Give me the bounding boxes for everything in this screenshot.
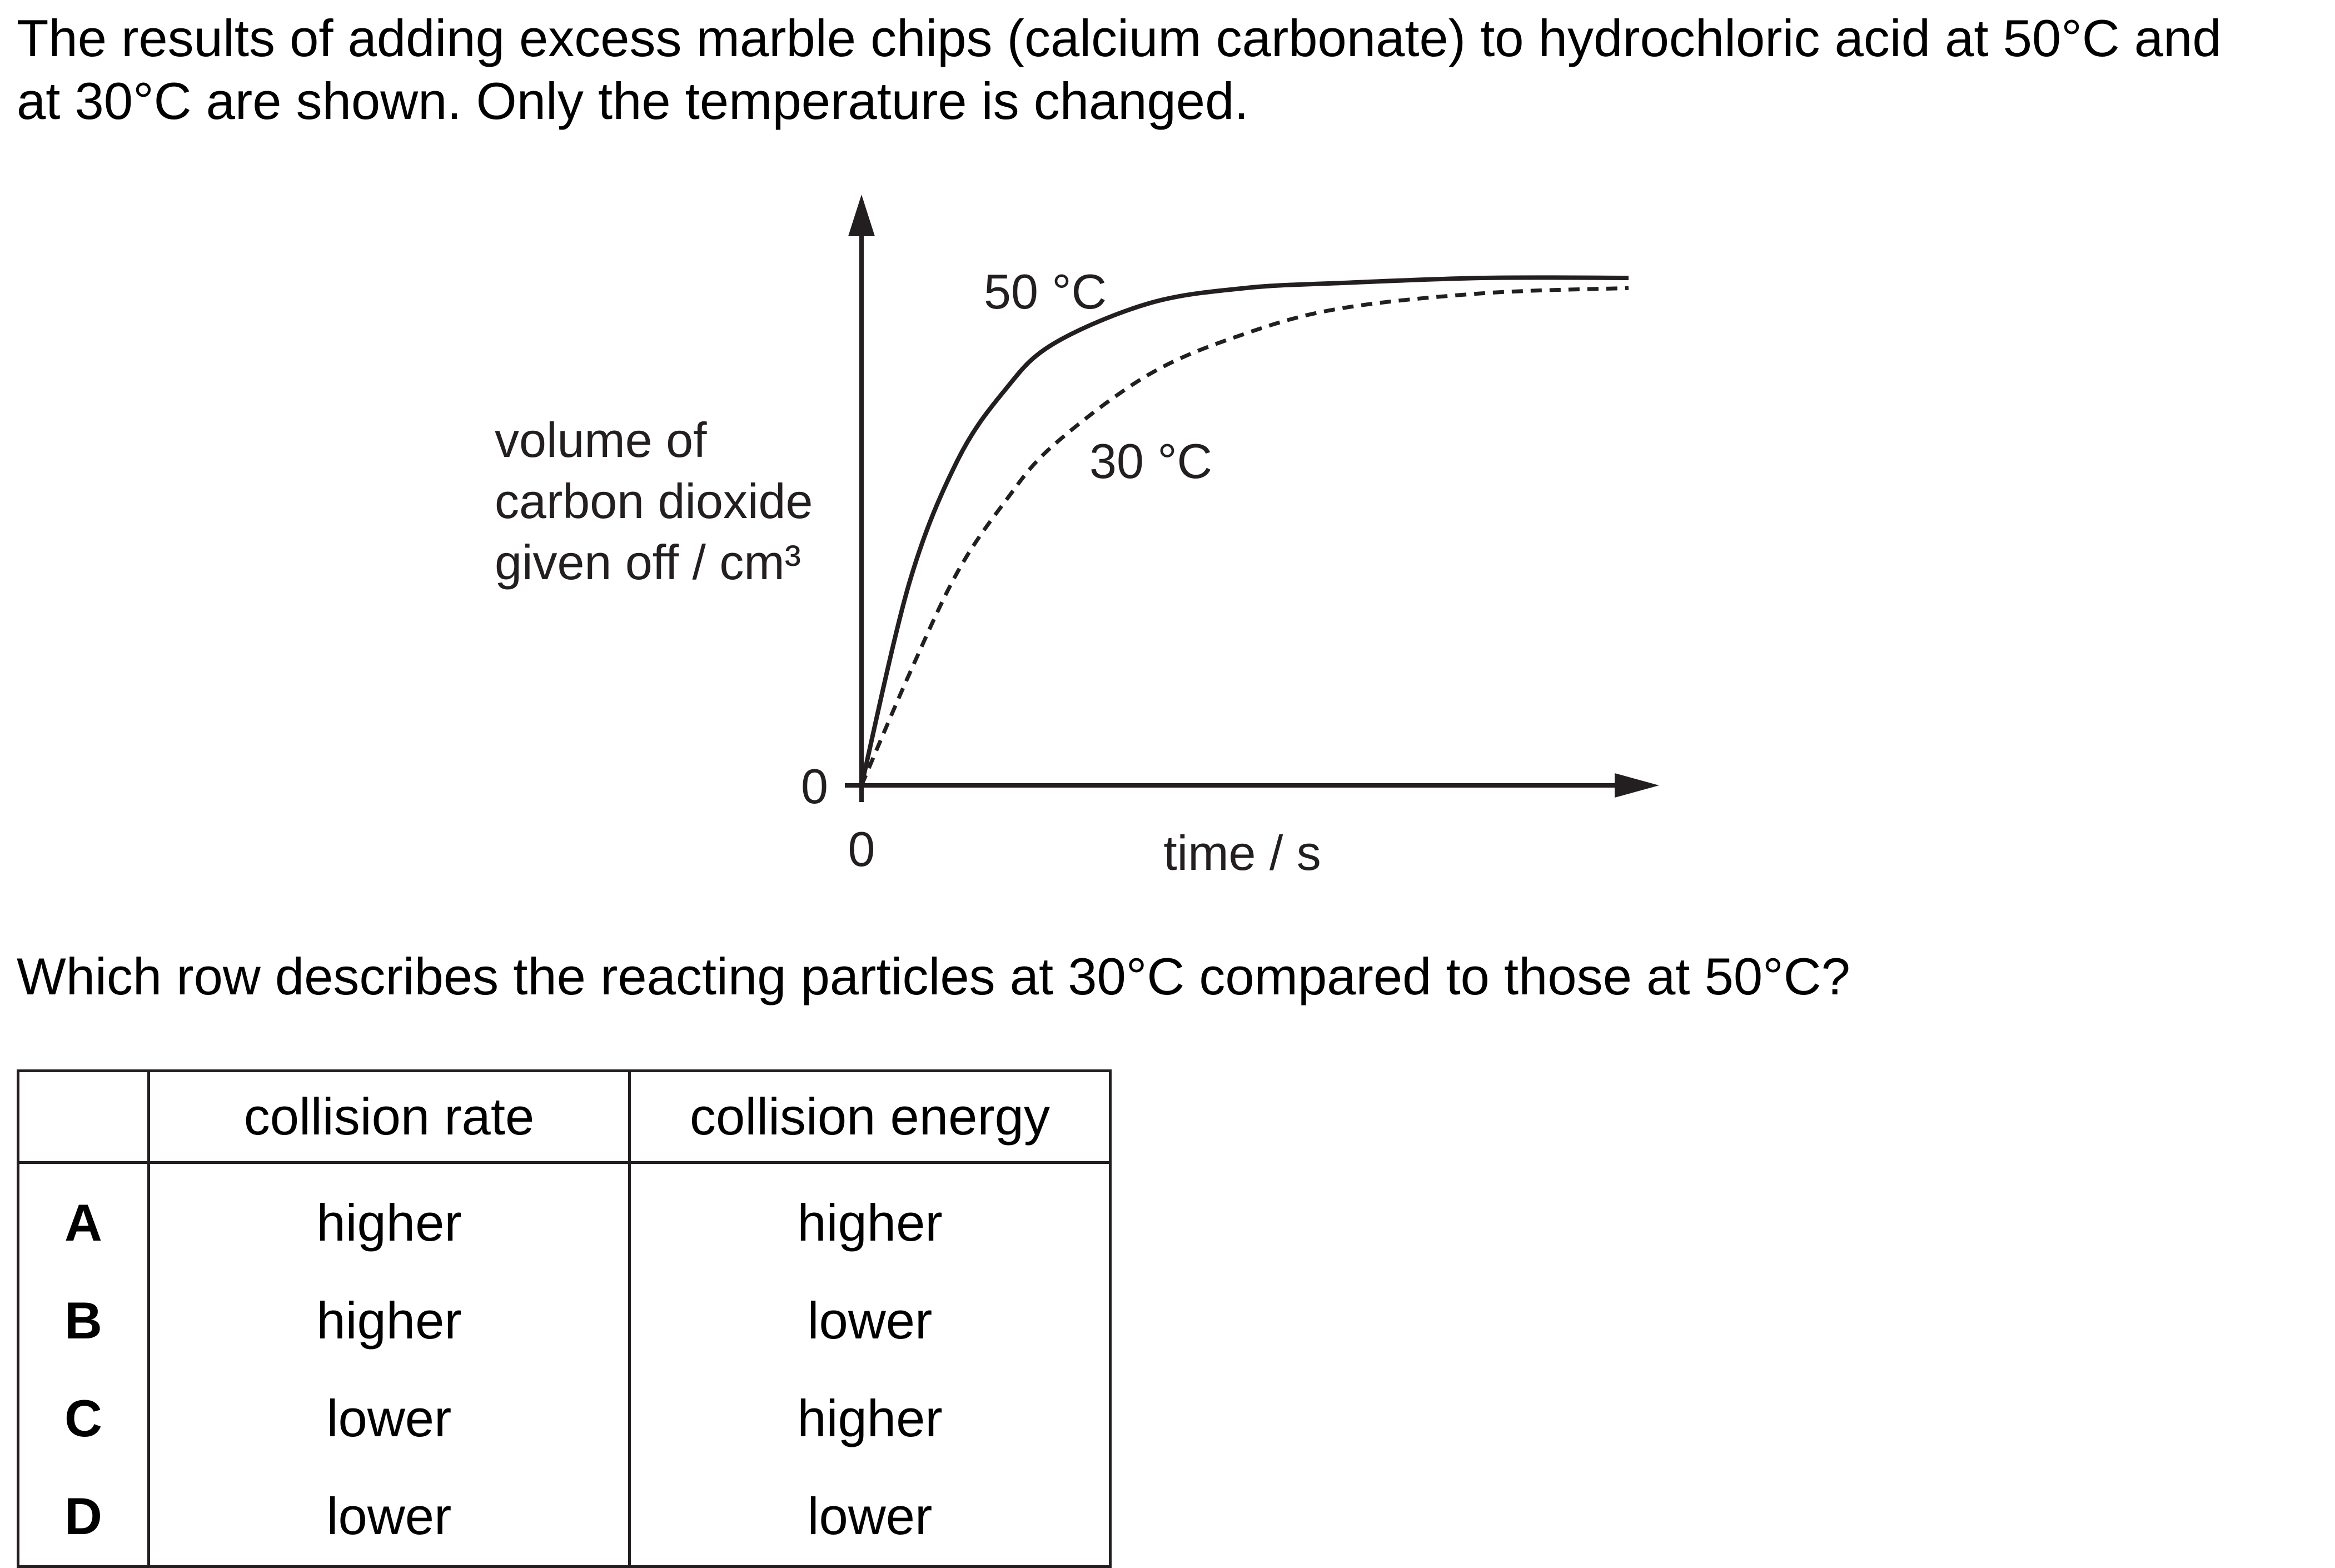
row-collision-rate: higher <box>149 1272 630 1370</box>
x-axis-label: time / s <box>1163 825 1321 880</box>
y-axis-label-line-3: given off / cm³ <box>495 535 801 590</box>
series-line-50c <box>862 277 1629 785</box>
row-collision-rate: higher <box>149 1163 630 1272</box>
table-row-c[interactable]: C lower higher <box>18 1370 1111 1467</box>
y-origin-label: 0 <box>801 759 828 814</box>
question-text: Which row describes the reacting particl… <box>17 945 1850 1008</box>
table-row-a[interactable]: A higher higher <box>18 1163 1111 1272</box>
row-key: D <box>18 1467 149 1567</box>
series-label-50c: 50 °C <box>984 264 1107 319</box>
answer-table: collision rate collision energy A higher… <box>17 1069 1112 1568</box>
row-collision-energy: lower <box>630 1467 1111 1567</box>
header-collision-energy: collision energy <box>630 1071 1111 1163</box>
y-axis-arrowhead <box>848 195 875 236</box>
row-collision-energy: higher <box>630 1163 1111 1272</box>
x-axis-arrowhead <box>1615 773 1659 798</box>
series-label-30c: 30 °C <box>1089 434 1212 489</box>
row-key: C <box>18 1370 149 1467</box>
table-header-row: collision rate collision energy <box>18 1071 1111 1163</box>
row-collision-energy: higher <box>630 1370 1111 1467</box>
chart-series <box>862 277 1629 785</box>
header-collision-rate: collision rate <box>149 1071 630 1163</box>
row-collision-energy: lower <box>630 1272 1111 1370</box>
y-axis-label-line-2: carbon dioxide <box>495 474 813 529</box>
row-collision-rate: lower <box>149 1370 630 1467</box>
row-key: A <box>18 1163 149 1272</box>
row-collision-rate: lower <box>149 1467 630 1567</box>
row-key: B <box>18 1272 149 1370</box>
header-key <box>18 1071 149 1163</box>
table-row-b[interactable]: B higher lower <box>18 1272 1111 1370</box>
table-row-d[interactable]: D lower lower <box>18 1467 1111 1567</box>
x-origin-label: 0 <box>848 822 875 877</box>
y-axis-label-line-1: volume of <box>495 412 707 467</box>
series-line-30c <box>862 288 1629 785</box>
chart-labels: 50 °C 30 °C volume of carbon dioxide given o… <box>495 264 1321 880</box>
